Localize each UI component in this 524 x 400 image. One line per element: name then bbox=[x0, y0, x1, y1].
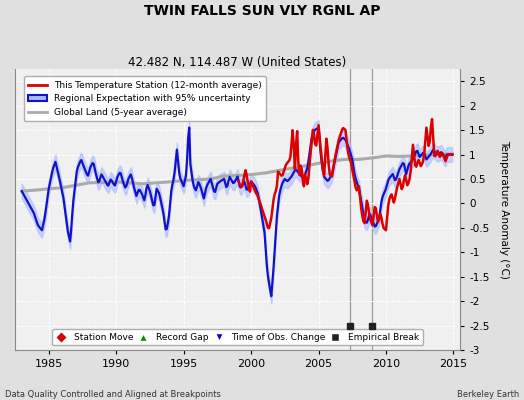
Text: Berkeley Earth: Berkeley Earth bbox=[456, 390, 519, 399]
Y-axis label: Temperature Anomaly (°C): Temperature Anomaly (°C) bbox=[499, 140, 509, 279]
Legend: Station Move, Record Gap, Time of Obs. Change, Empirical Break: Station Move, Record Gap, Time of Obs. C… bbox=[52, 329, 423, 346]
Text: TWIN FALLS SUN VLY RGNL AP: TWIN FALLS SUN VLY RGNL AP bbox=[144, 4, 380, 18]
Title: 42.482 N, 114.487 W (United States): 42.482 N, 114.487 W (United States) bbox=[128, 56, 347, 69]
Text: Data Quality Controlled and Aligned at Breakpoints: Data Quality Controlled and Aligned at B… bbox=[5, 390, 221, 399]
